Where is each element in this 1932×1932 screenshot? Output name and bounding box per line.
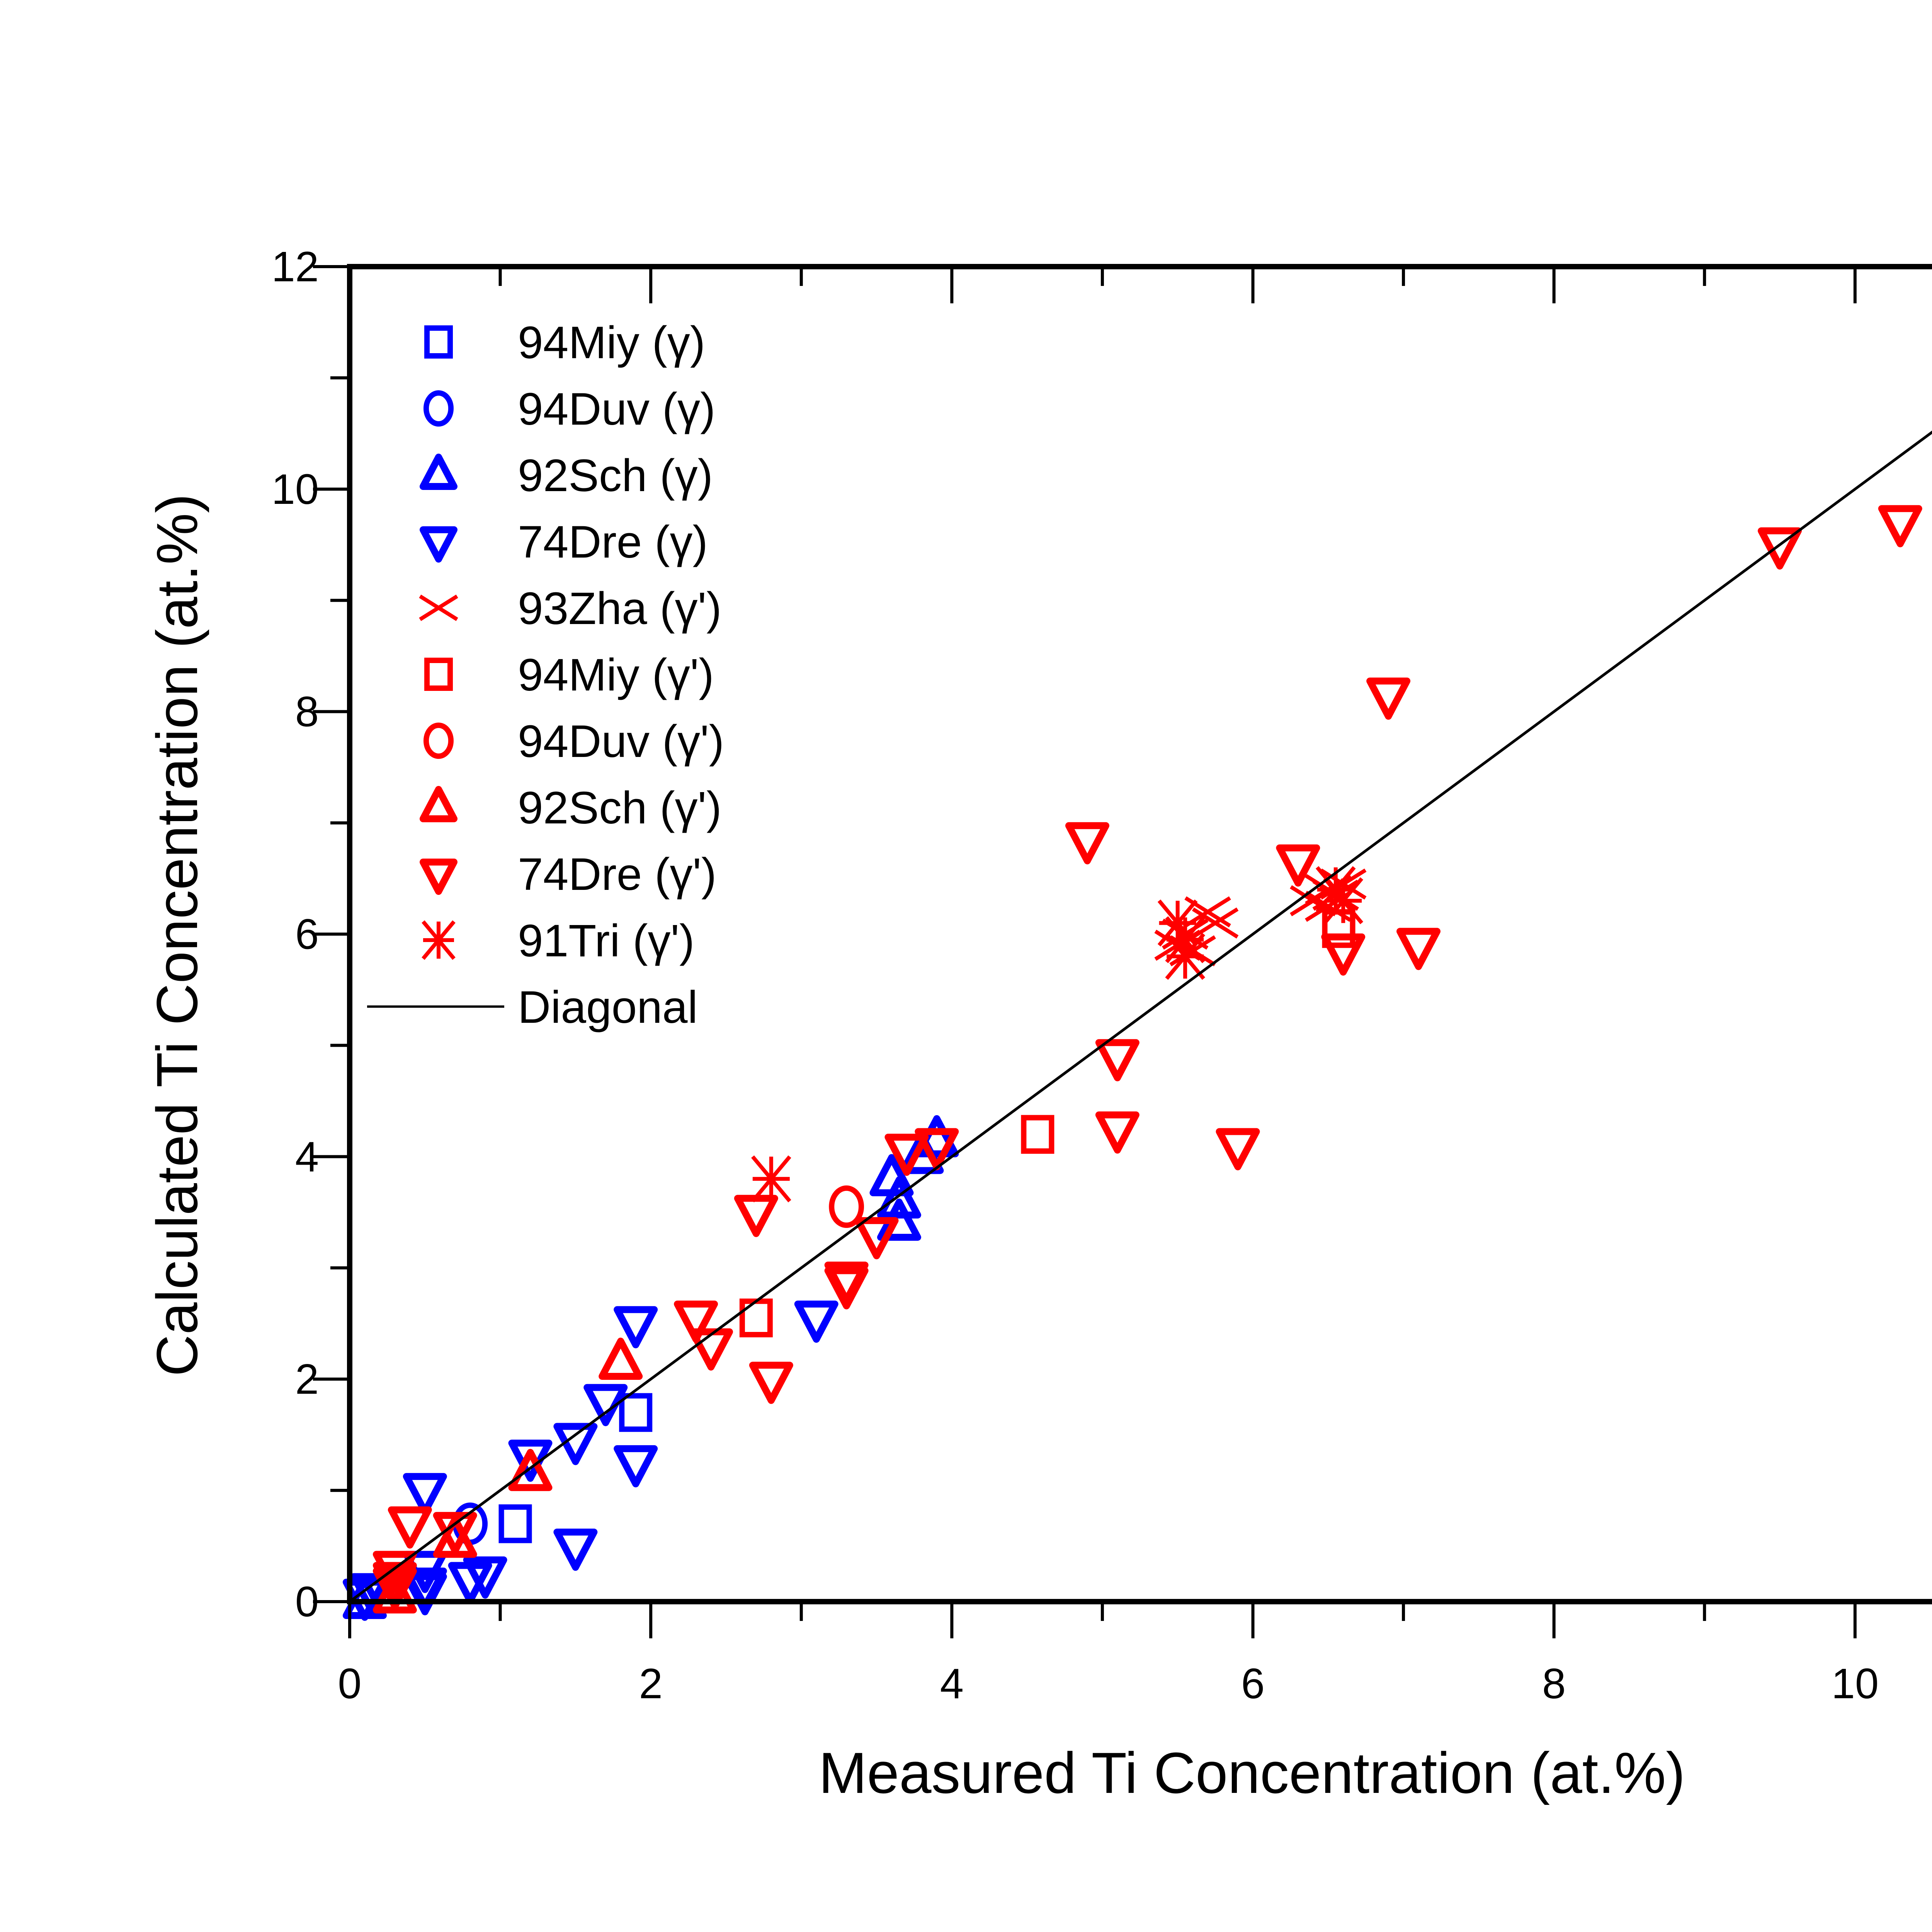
data-point	[498, 1504, 532, 1543]
data-point	[689, 1328, 733, 1371]
y-tick-label: 2	[295, 1355, 319, 1403]
data-point	[751, 1155, 791, 1202]
legend-item: 74Dre (γ')	[420, 849, 716, 900]
legend-item: 92Sch (γ')	[420, 782, 722, 833]
data-point	[824, 1262, 869, 1304]
legend-symbol-square	[424, 658, 453, 691]
data-point	[1065, 822, 1109, 864]
x-tick-label: 0	[338, 1660, 361, 1708]
legend-item: 92Sch (γ)	[420, 450, 713, 501]
legend-label: 94Duv (γ)	[518, 384, 715, 435]
data-point	[403, 1473, 447, 1515]
series-94duv	[829, 1185, 864, 1228]
x-tick-label: 8	[1542, 1660, 1566, 1708]
legend-symbol-asterisk	[422, 920, 456, 960]
legend-item: 94Duv (γ)	[423, 384, 715, 435]
legend-symbol-triangle-down	[420, 526, 457, 563]
legend-item: 74Dre (γ)	[420, 517, 708, 568]
legend-label: 94Duv (γ')	[518, 716, 724, 767]
x-tick-label: 10	[1832, 1660, 1879, 1708]
data-point	[508, 1449, 553, 1491]
series-diagonal	[349, 430, 1932, 1603]
data-point	[372, 1562, 417, 1604]
series-91tri	[751, 866, 1364, 1202]
series-94miy	[739, 909, 1355, 1338]
data-point	[619, 1393, 653, 1432]
data-point	[553, 1423, 598, 1465]
data-point	[1366, 677, 1411, 720]
data-point	[1021, 1115, 1054, 1154]
legend-symbol-circle	[423, 390, 454, 427]
series-94miy	[498, 1393, 653, 1543]
data-point	[915, 1128, 959, 1170]
data-point	[1323, 877, 1364, 924]
data-point	[1276, 844, 1320, 887]
legend-label: 92Sch (γ')	[518, 782, 722, 833]
legend-label: 94Miy (γ')	[518, 650, 714, 701]
data-point	[1396, 928, 1441, 970]
x-tick-label: 2	[639, 1660, 663, 1708]
data-point	[749, 1362, 793, 1404]
legend-item: 93Zha (γ')	[419, 583, 722, 634]
data-point	[403, 1567, 447, 1610]
y-axis-title: Calculated Ti Concentration (at.%)	[145, 494, 209, 1376]
y-tick-label: 4	[295, 1133, 319, 1180]
x-axis-title: Measured Ti Concentration (at.%)	[819, 1740, 1685, 1805]
legend-symbol-triangle-up	[420, 786, 457, 822]
legend-label: 91Tri (γ')	[518, 915, 694, 966]
data-point	[553, 1529, 598, 1571]
legend-label: 74Dre (γ')	[518, 849, 716, 900]
data-point	[372, 1551, 417, 1593]
data-point	[599, 1337, 643, 1380]
data-point	[388, 1506, 432, 1549]
data-point	[433, 1512, 477, 1554]
legend-item: 94Miy (γ)	[424, 317, 705, 368]
axes: 024681012024681012	[272, 243, 1932, 1708]
y-tick-label: 8	[295, 688, 319, 736]
legend-label: 92Sch (γ)	[518, 450, 713, 501]
data-point	[1321, 933, 1366, 976]
data-point	[829, 1185, 864, 1228]
data-point	[1165, 933, 1206, 980]
legend-item: 94Duv (γ')	[423, 716, 724, 767]
y-tick-label: 10	[272, 466, 319, 513]
data-point	[1878, 505, 1922, 548]
legend-item: Diagonal	[367, 982, 698, 1033]
legend-item: 94Miy (γ')	[424, 650, 714, 701]
legend-symbol-square	[424, 325, 453, 359]
legend-label: 94Miy (γ)	[518, 317, 705, 368]
diagonal-line	[349, 430, 1932, 1603]
series-74dre	[372, 505, 1922, 1610]
data-point	[794, 1300, 838, 1343]
legend-symbol-triangle-up	[420, 454, 457, 490]
legend-label: 93Zha (γ')	[518, 583, 722, 634]
legend-symbol-triangle-down	[420, 859, 457, 895]
data-point	[1095, 1039, 1139, 1082]
legend-label: 74Dre (γ)	[518, 517, 708, 568]
data-point	[1758, 527, 1802, 570]
legend-symbol-x	[419, 594, 458, 621]
data-point	[1095, 1111, 1139, 1154]
y-tick-label: 6	[295, 911, 319, 958]
data-point	[614, 1445, 658, 1488]
data-point	[877, 1176, 921, 1219]
x-tick-label: 6	[1241, 1660, 1265, 1708]
data-point	[854, 1217, 899, 1260]
legend-item: 91Tri (γ')	[422, 915, 694, 966]
y-tick-label: 0	[295, 1578, 319, 1626]
data-point	[884, 1133, 929, 1176]
legend-label: Diagonal	[518, 982, 698, 1033]
data-point	[674, 1300, 718, 1343]
data-point	[1192, 907, 1239, 939]
y-tick-label: 12	[272, 243, 319, 291]
data-point	[1216, 1128, 1260, 1170]
data-point	[614, 1306, 658, 1349]
x-tick-label: 4	[940, 1660, 964, 1708]
data-point	[1322, 909, 1355, 948]
legend-symbol-circle	[423, 723, 454, 759]
legend: 94Miy (γ) 94Duv (γ) 92Sch (γ) 74Dre (γ) 93Zh…	[367, 317, 724, 1033]
data-point	[463, 1556, 507, 1599]
